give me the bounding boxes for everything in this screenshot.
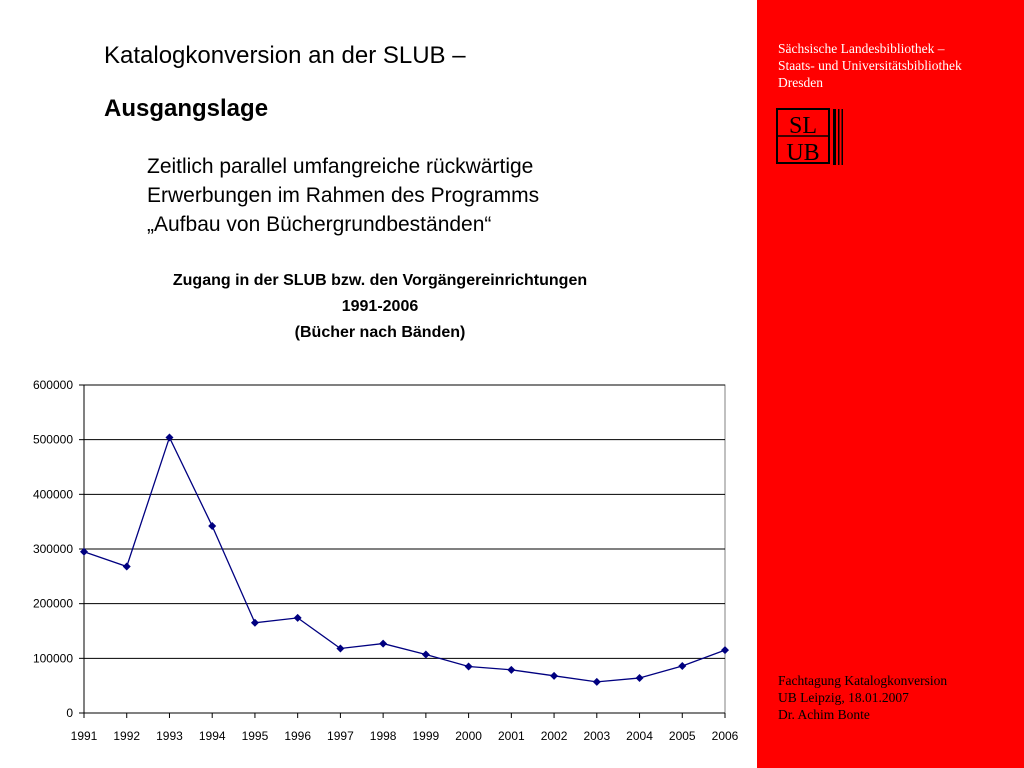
slide-title-line1: Katalogkonversion an der SLUB – (104, 42, 466, 69)
data-point (80, 547, 88, 556)
institution-line: Staats- und Universitätsbibliothek (778, 58, 962, 73)
chart-title-line: (Bücher nach Bänden) (294, 324, 466, 341)
x-tick-label: 2006 (712, 729, 739, 743)
data-point (250, 618, 259, 627)
data-point (592, 677, 601, 686)
data-point (165, 433, 174, 442)
institution-line: Sächsische Landesbibliothek – (778, 41, 945, 56)
y-tick-label: 0 (66, 706, 73, 720)
chart-title-line: Zugang in der SLUB bzw. den Vorgängerein… (172, 272, 588, 289)
sidebar: Sächsische Landesbibliothek – Staats- un… (757, 0, 1024, 768)
x-tick-label: 2000 (455, 729, 482, 743)
data-point (379, 639, 388, 648)
data-point (208, 522, 217, 531)
institution-line: Dresden (778, 75, 823, 90)
footer-line: Dr. Achim Bonte (778, 707, 870, 722)
footer-line: UB Leipzig, 18.01.2007 (778, 690, 909, 705)
bullet-text: Zeitlich parallel umfangreiche rückwärti… (147, 152, 539, 239)
bullet-line: „Aufbau von Büchergrundbeständen“ (147, 213, 492, 236)
x-tick-label: 1997 (327, 729, 354, 743)
chart-title-line: 1991-2006 (341, 298, 419, 315)
bullet-line: Erwerbungen im Rahmen des Programms (147, 184, 540, 207)
x-tick-label: 2004 (626, 729, 653, 743)
x-tick-label: 1999 (413, 729, 440, 743)
x-tick-label: 1996 (284, 729, 311, 743)
y-tick-label: 100000 (33, 651, 73, 665)
x-tick-label: 1994 (199, 729, 226, 743)
x-tick-label: 2001 (498, 729, 525, 743)
chart-title: Zugang in der SLUB bzw. den Vorgängerein… (80, 268, 680, 346)
data-point (721, 646, 729, 655)
y-tick-label: 200000 (33, 597, 73, 611)
y-tick-label: 500000 (33, 433, 73, 447)
bullet-line: Zeitlich parallel umfangreiche rückwärti… (147, 155, 534, 178)
footer-line: Fachtagung Katalogkonversion (778, 673, 948, 688)
logo-text-top: SL (789, 113, 817, 139)
x-tick-label: 1991 (71, 729, 98, 743)
data-point (550, 671, 559, 680)
y-tick-label: 400000 (33, 487, 73, 501)
y-tick-label: 600000 (33, 378, 73, 392)
x-tick-label: 1992 (113, 729, 140, 743)
data-point (464, 662, 473, 671)
y-tick-label: 300000 (33, 542, 73, 556)
data-point (421, 650, 430, 659)
x-tick-label: 2003 (583, 729, 610, 743)
data-point (122, 562, 131, 571)
x-tick-label: 1998 (370, 729, 397, 743)
data-point (336, 644, 345, 653)
slub-logo: SL UB (776, 108, 843, 166)
x-tick-label: 2002 (541, 729, 568, 743)
data-point (678, 661, 687, 670)
line-chart: 0 100000 200000 300000 400000 500000 600000 199… (33, 378, 739, 743)
x-tick-label: 2005 (669, 729, 696, 743)
data-point (507, 665, 516, 674)
data-point (635, 674, 644, 683)
x-tick-label: 1993 (156, 729, 183, 743)
logo-text-bottom: UB (786, 140, 819, 166)
slide-title-line2: Ausgangslage (104, 95, 269, 122)
x-tick-label: 1995 (242, 729, 269, 743)
series-line (83, 435, 726, 683)
event-info: Fachtagung Katalogkonversion UB Leipzig,… (778, 672, 1018, 723)
institution-name: Sächsische Landesbibliothek – Staats- un… (778, 40, 1018, 91)
data-point (293, 613, 302, 622)
